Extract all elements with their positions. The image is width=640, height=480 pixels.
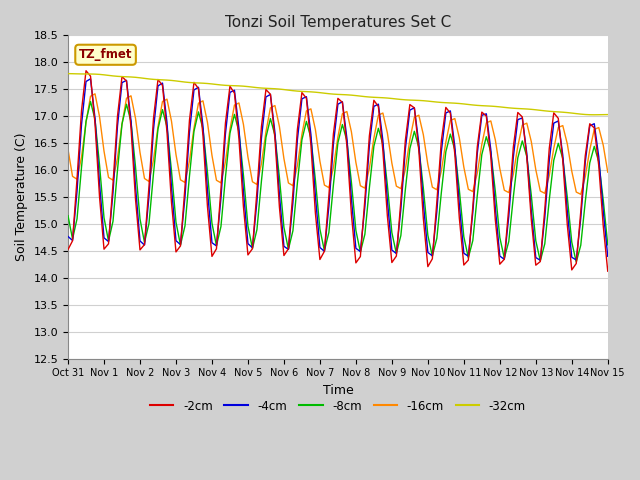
X-axis label: Time: Time [323, 384, 353, 397]
Title: Tonzi Soil Temperatures Set C: Tonzi Soil Temperatures Set C [225, 15, 451, 30]
Legend: -2cm, -4cm, -8cm, -16cm, -32cm: -2cm, -4cm, -8cm, -16cm, -32cm [145, 395, 531, 417]
Text: TZ_fmet: TZ_fmet [79, 48, 132, 61]
Y-axis label: Soil Temperature (C): Soil Temperature (C) [15, 132, 28, 261]
